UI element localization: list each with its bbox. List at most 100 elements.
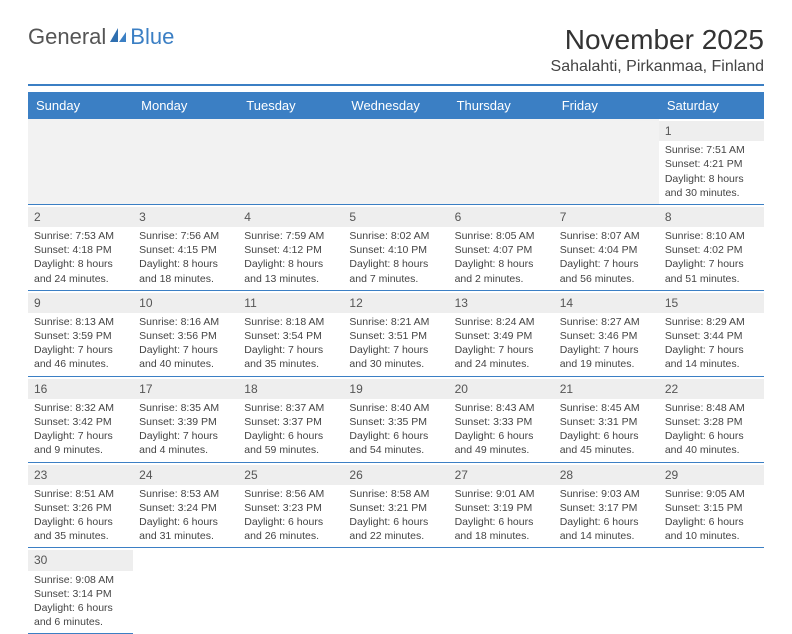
sunrise-text: Sunrise: 8:13 AM xyxy=(34,315,127,329)
sunset-text: Sunset: 3:17 PM xyxy=(560,501,653,515)
sunset-text: Sunset: 3:42 PM xyxy=(34,415,127,429)
daylight-text: Daylight: 8 hours and 2 minutes. xyxy=(455,257,548,285)
daylight-text: Daylight: 6 hours and 49 minutes. xyxy=(455,429,548,457)
sunset-text: Sunset: 4:07 PM xyxy=(455,243,548,257)
day-number: 7 xyxy=(554,207,659,227)
calendar-cell: 9Sunrise: 8:13 AMSunset: 3:59 PMDaylight… xyxy=(28,290,133,376)
sunset-text: Sunset: 3:56 PM xyxy=(139,329,232,343)
sunrise-text: Sunrise: 8:53 AM xyxy=(139,487,232,501)
daylight-text: Daylight: 8 hours and 24 minutes. xyxy=(34,257,127,285)
sunrise-text: Sunrise: 8:40 AM xyxy=(349,401,442,415)
calendar-cell: 30Sunrise: 9:08 AMSunset: 3:14 PMDayligh… xyxy=(28,548,133,634)
daylight-text: Daylight: 7 hours and 9 minutes. xyxy=(34,429,127,457)
calendar-cell: 13Sunrise: 8:24 AMSunset: 3:49 PMDayligh… xyxy=(449,290,554,376)
sunrise-text: Sunrise: 8:29 AM xyxy=(665,315,758,329)
day-number: 20 xyxy=(449,379,554,399)
weekday-header: Thursday xyxy=(449,92,554,119)
sunrise-text: Sunrise: 9:08 AM xyxy=(34,573,127,587)
calendar-row: 1Sunrise: 7:51 AMSunset: 4:21 PMDaylight… xyxy=(28,119,764,204)
calendar-cell: 26Sunrise: 8:58 AMSunset: 3:21 PMDayligh… xyxy=(343,462,448,548)
weekday-header: Wednesday xyxy=(343,92,448,119)
sunset-text: Sunset: 3:51 PM xyxy=(349,329,442,343)
daylight-text: Daylight: 6 hours and 45 minutes. xyxy=(560,429,653,457)
daylight-text: Daylight: 6 hours and 10 minutes. xyxy=(665,515,758,543)
day-number: 26 xyxy=(343,465,448,485)
sunset-text: Sunset: 4:02 PM xyxy=(665,243,758,257)
day-number: 4 xyxy=(238,207,343,227)
daylight-text: Daylight: 6 hours and 54 minutes. xyxy=(349,429,442,457)
sunset-text: Sunset: 3:54 PM xyxy=(244,329,337,343)
calendar-cell: 17Sunrise: 8:35 AMSunset: 3:39 PMDayligh… xyxy=(133,376,238,462)
calendar-row: 30Sunrise: 9:08 AMSunset: 3:14 PMDayligh… xyxy=(28,548,764,634)
sunrise-text: Sunrise: 9:03 AM xyxy=(560,487,653,501)
accent-bar xyxy=(28,84,764,86)
calendar-cell: 10Sunrise: 8:16 AMSunset: 3:56 PMDayligh… xyxy=(133,290,238,376)
calendar-cell: 7Sunrise: 8:07 AMSunset: 4:04 PMDaylight… xyxy=(554,204,659,290)
calendar-cell xyxy=(343,548,448,634)
sunset-text: Sunset: 3:35 PM xyxy=(349,415,442,429)
day-number: 11 xyxy=(238,293,343,313)
calendar-cell xyxy=(133,548,238,634)
sunrise-text: Sunrise: 8:43 AM xyxy=(455,401,548,415)
sunrise-text: Sunrise: 8:37 AM xyxy=(244,401,337,415)
day-number: 5 xyxy=(343,207,448,227)
daylight-text: Daylight: 8 hours and 13 minutes. xyxy=(244,257,337,285)
calendar-row: 2Sunrise: 7:53 AMSunset: 4:18 PMDaylight… xyxy=(28,204,764,290)
calendar-cell: 14 Sunrise: 8:27 AMSunset: 3:46 PMDayligh… xyxy=(554,290,659,376)
sunset-text: Sunset: 4:10 PM xyxy=(349,243,442,257)
calendar-cell: 25Sunrise: 8:56 AMSunset: 3:23 PMDayligh… xyxy=(238,462,343,548)
daylight-text: Daylight: 7 hours and 19 minutes. xyxy=(560,343,653,371)
day-number: 28 xyxy=(554,465,659,485)
sunset-text: Sunset: 3:28 PM xyxy=(665,415,758,429)
calendar-cell: 22Sunrise: 8:48 AMSunset: 3:28 PMDayligh… xyxy=(659,376,764,462)
day-number: 13 xyxy=(449,293,554,313)
calendar-cell: 21Sunrise: 8:45 AMSunset: 3:31 PMDayligh… xyxy=(554,376,659,462)
day-number: 14 xyxy=(554,293,659,313)
calendar-cell: 24Sunrise: 8:53 AMSunset: 3:24 PMDayligh… xyxy=(133,462,238,548)
sunset-text: Sunset: 3:49 PM xyxy=(455,329,548,343)
sunset-text: Sunset: 3:15 PM xyxy=(665,501,758,515)
calendar-body: 1Sunrise: 7:51 AMSunset: 4:21 PMDaylight… xyxy=(28,119,764,634)
sunrise-text: Sunrise: 7:51 AM xyxy=(665,143,758,157)
daylight-text: Daylight: 7 hours and 35 minutes. xyxy=(244,343,337,371)
sunrise-text: Sunrise: 8:51 AM xyxy=(34,487,127,501)
sunrise-text: Sunrise: 8:56 AM xyxy=(244,487,337,501)
weekday-header: Monday xyxy=(133,92,238,119)
daylight-text: Daylight: 7 hours and 46 minutes. xyxy=(34,343,127,371)
calendar-cell: 19Sunrise: 8:40 AMSunset: 3:35 PMDayligh… xyxy=(343,376,448,462)
sunrise-text: Sunrise: 7:53 AM xyxy=(34,229,127,243)
sunrise-text: Sunrise: 8:16 AM xyxy=(139,315,232,329)
day-number: 21 xyxy=(554,379,659,399)
day-number: 10 xyxy=(133,293,238,313)
calendar-cell xyxy=(554,119,659,204)
sunset-text: Sunset: 4:04 PM xyxy=(560,243,653,257)
sunset-text: Sunset: 3:24 PM xyxy=(139,501,232,515)
sunset-text: Sunset: 3:31 PM xyxy=(560,415,653,429)
calendar-cell: 23Sunrise: 8:51 AMSunset: 3:26 PMDayligh… xyxy=(28,462,133,548)
day-number: 17 xyxy=(133,379,238,399)
sunset-text: Sunset: 4:12 PM xyxy=(244,243,337,257)
day-number: 30 xyxy=(28,550,133,570)
calendar-cell: 3Sunrise: 7:56 AMSunset: 4:15 PMDaylight… xyxy=(133,204,238,290)
calendar-cell: 8Sunrise: 8:10 AMSunset: 4:02 PMDaylight… xyxy=(659,204,764,290)
day-number: 1 xyxy=(659,121,764,141)
sunrise-text: Sunrise: 8:27 AM xyxy=(560,315,653,329)
logo-sail-icon xyxy=(108,24,128,50)
calendar-cell xyxy=(238,119,343,204)
daylight-text: Daylight: 7 hours and 51 minutes. xyxy=(665,257,758,285)
sunrise-text: Sunrise: 8:21 AM xyxy=(349,315,442,329)
calendar-cell xyxy=(238,548,343,634)
calendar-cell: 18Sunrise: 8:37 AMSunset: 3:37 PMDayligh… xyxy=(238,376,343,462)
sunrise-text: Sunrise: 8:10 AM xyxy=(665,229,758,243)
sunset-text: Sunset: 3:26 PM xyxy=(34,501,127,515)
sunset-text: Sunset: 3:46 PM xyxy=(560,329,653,343)
day-number: 2 xyxy=(28,207,133,227)
daylight-text: Daylight: 8 hours and 7 minutes. xyxy=(349,257,442,285)
calendar-cell xyxy=(659,548,764,634)
weekday-header: Sunday xyxy=(28,92,133,119)
calendar-cell xyxy=(133,119,238,204)
month-title: November 2025 xyxy=(551,24,764,56)
daylight-text: Daylight: 7 hours and 14 minutes. xyxy=(665,343,758,371)
calendar-cell: 16Sunrise: 8:32 AMSunset: 3:42 PMDayligh… xyxy=(28,376,133,462)
sunset-text: Sunset: 3:14 PM xyxy=(34,587,127,601)
